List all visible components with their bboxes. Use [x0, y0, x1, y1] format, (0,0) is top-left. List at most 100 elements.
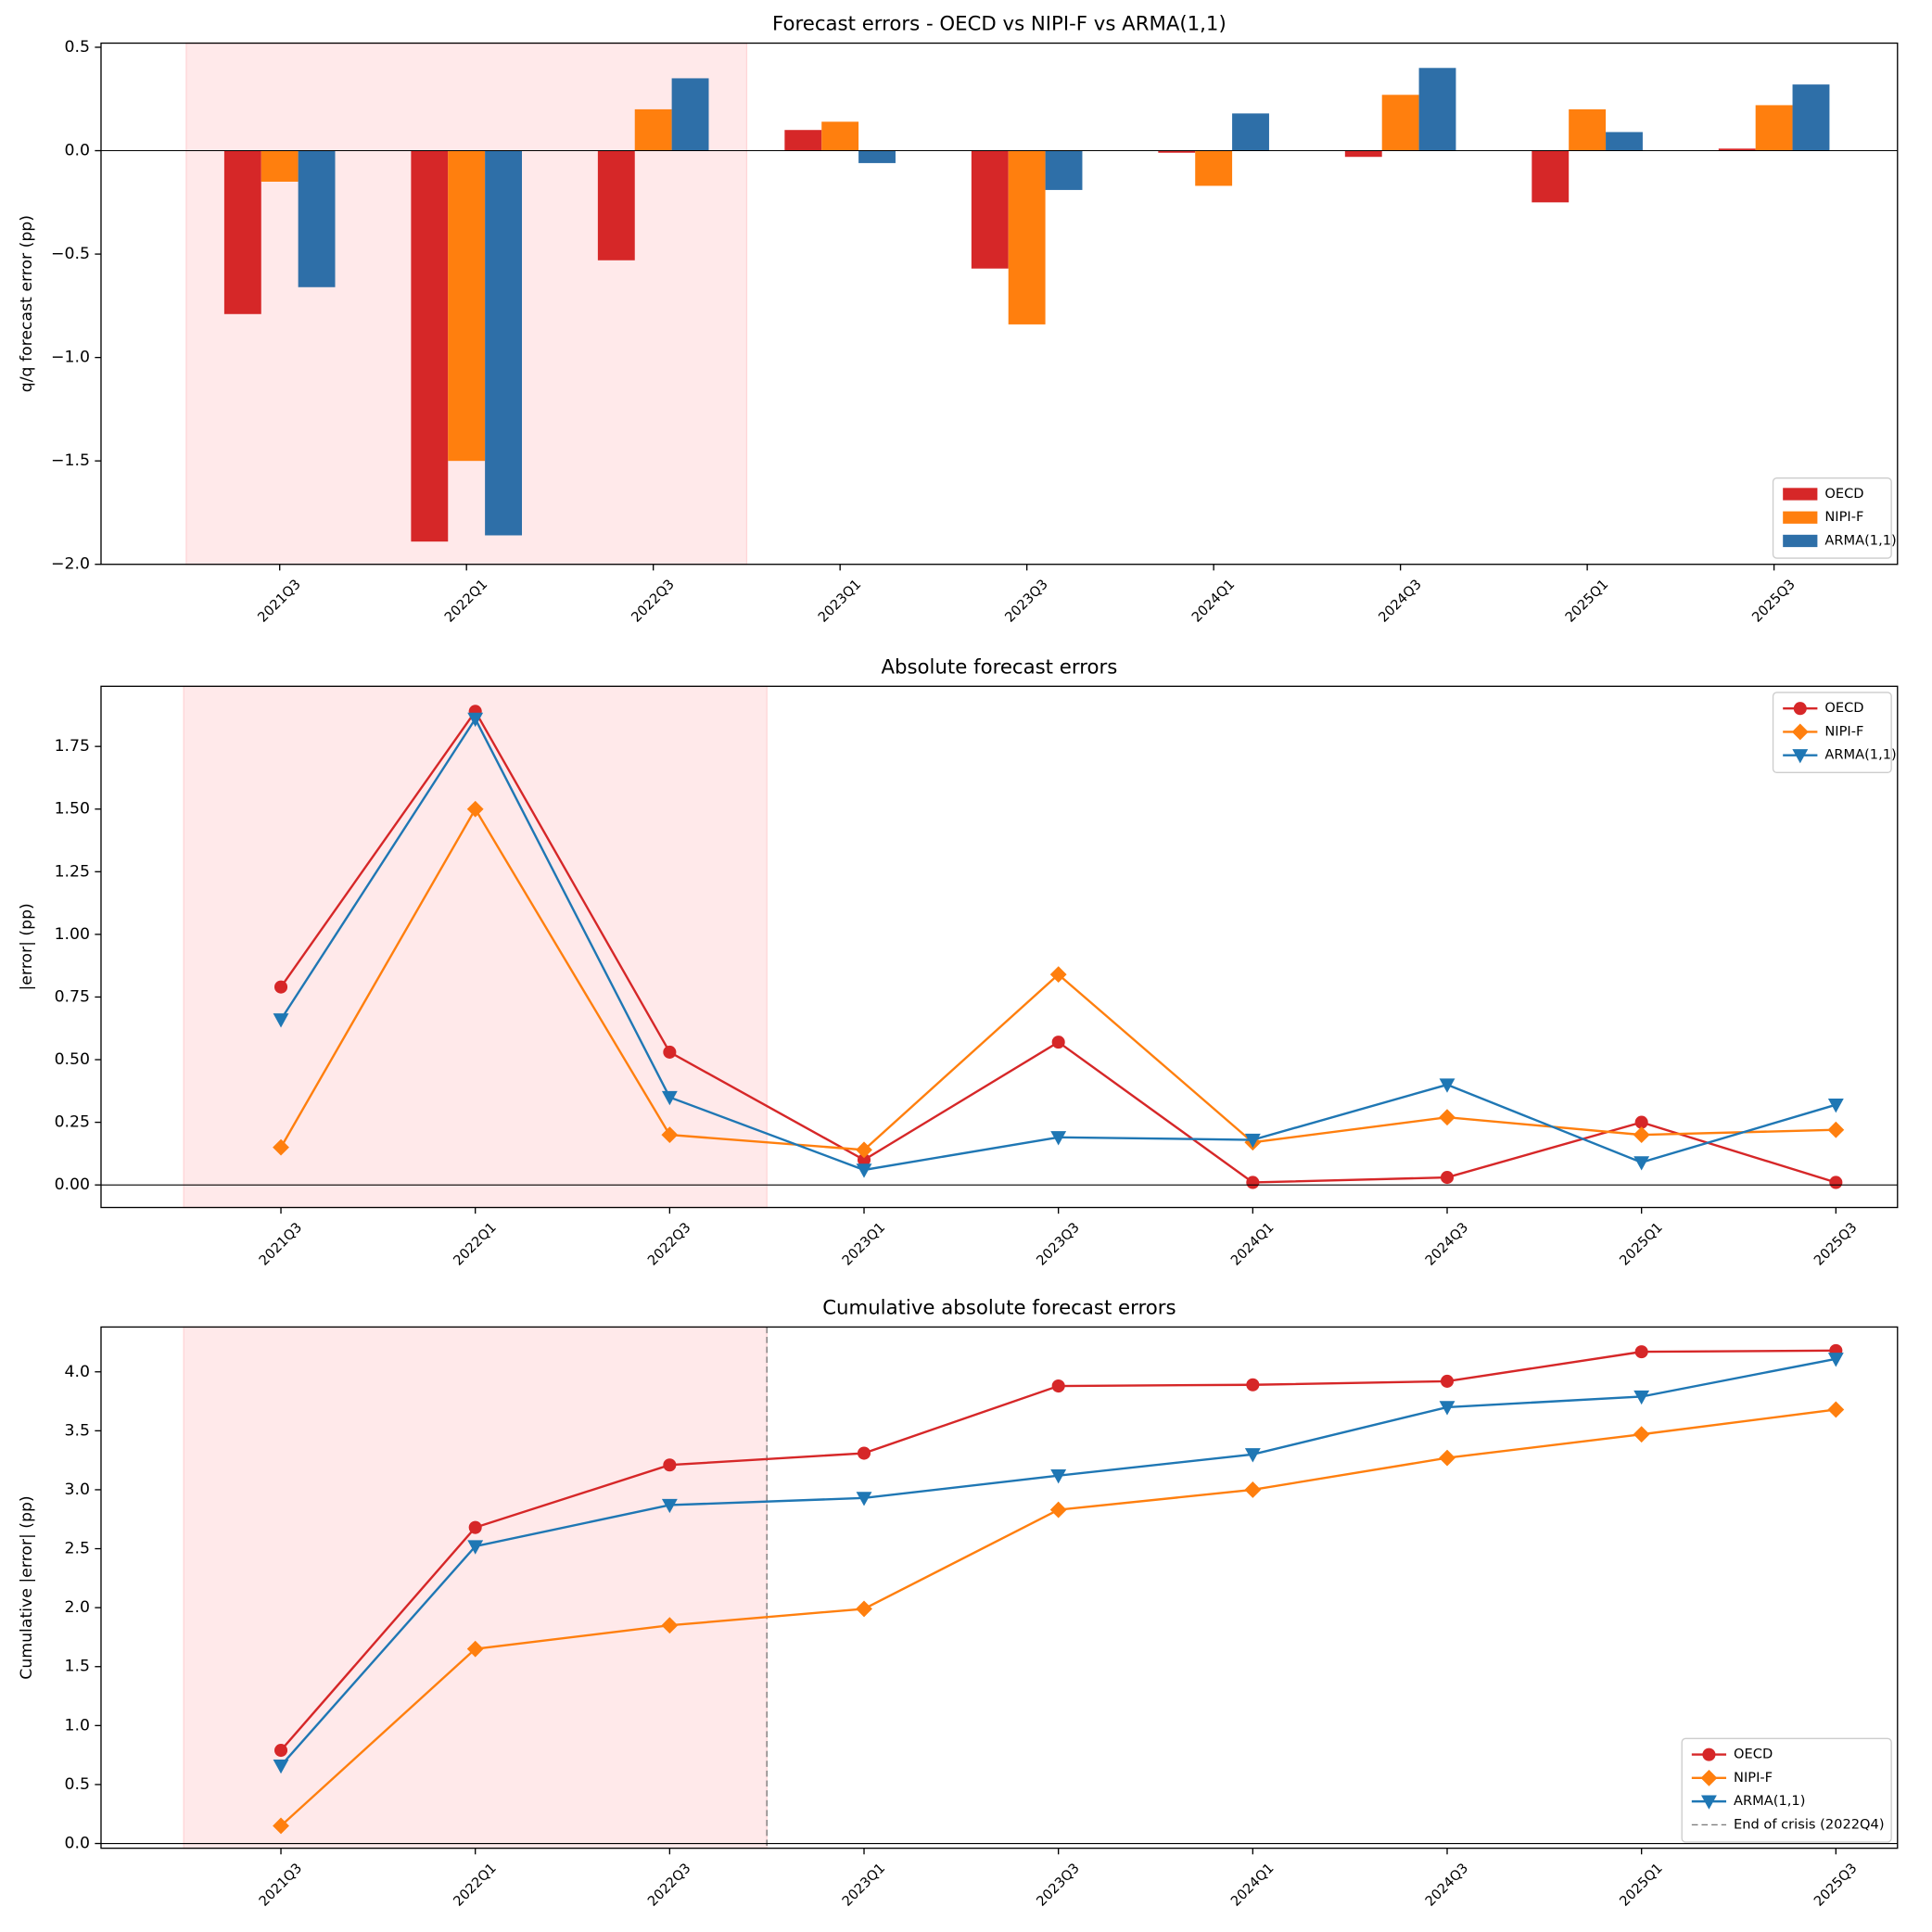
- legend-label: NIPI-F: [1824, 509, 1863, 525]
- point: [1439, 1401, 1455, 1416]
- point: [1440, 1171, 1455, 1185]
- legend-label: ARMA(1,1): [1824, 532, 1896, 548]
- point: [661, 1498, 678, 1514]
- chart-title: Absolute forecast errors: [881, 655, 1117, 679]
- legend-label: NIPI-F: [1734, 1770, 1773, 1786]
- point: [1049, 966, 1067, 984]
- point: [1829, 1176, 1843, 1189]
- legend-label: End of crisis (2022Q4): [1734, 1816, 1885, 1832]
- bar: [223, 150, 261, 314]
- point: [1246, 1378, 1260, 1392]
- bar: [1792, 84, 1830, 151]
- point: [466, 800, 484, 818]
- bar: [971, 150, 1009, 269]
- legend-label: OECD: [1734, 1747, 1773, 1762]
- y-axis-label: Cumulative |error| (pp): [18, 1495, 36, 1679]
- point: [1439, 1109, 1455, 1126]
- bar: [1418, 68, 1456, 151]
- crisis-shade: [183, 685, 768, 1209]
- point: [663, 1458, 677, 1472]
- point: [1634, 1345, 1648, 1359]
- point: [273, 1817, 289, 1835]
- bar: [1381, 95, 1419, 151]
- y-tick-label: 2.5: [65, 1540, 90, 1558]
- y-tick-label: 0.5: [65, 38, 90, 57]
- point: [1827, 1353, 1844, 1367]
- point: [273, 1759, 289, 1774]
- bar: [1718, 148, 1756, 151]
- y-tick-label: 0.5: [65, 1775, 90, 1794]
- point: [856, 1141, 872, 1159]
- y-tick-label: −2.0: [51, 555, 90, 574]
- bar: [1008, 150, 1046, 324]
- point: [1050, 1469, 1067, 1484]
- y-tick-label: 0.50: [55, 1050, 90, 1069]
- point: [1051, 1379, 1065, 1393]
- point: [273, 1013, 289, 1028]
- point: [467, 712, 484, 728]
- point: [1051, 1036, 1065, 1049]
- point: [661, 1090, 678, 1106]
- legend-marker: [1793, 702, 1807, 716]
- point: [1827, 1401, 1845, 1418]
- bar: [597, 150, 635, 261]
- bar: [1532, 150, 1570, 203]
- y-tick-label: 0.25: [55, 1113, 90, 1132]
- point: [857, 1446, 871, 1460]
- point: [856, 1163, 872, 1178]
- legend-label: ARMA(1,1): [1824, 747, 1896, 763]
- y-tick-label: 1.75: [55, 737, 90, 756]
- bar: [485, 150, 522, 536]
- bar: [821, 121, 859, 151]
- legend-key: [1783, 511, 1818, 524]
- point: [1244, 1133, 1261, 1149]
- y-tick-label: 1.00: [55, 925, 90, 944]
- chart-title: Cumulative absolute forecast errors: [822, 1296, 1176, 1319]
- point: [663, 1045, 677, 1059]
- y-tick-label: 0.0: [65, 142, 90, 160]
- point: [1634, 1115, 1648, 1129]
- point: [467, 1540, 484, 1555]
- point: [1827, 1099, 1844, 1113]
- bar: [784, 130, 822, 151]
- point: [1440, 1374, 1455, 1388]
- y-axis-label: |error| (pp): [18, 903, 36, 990]
- y-tick-label: 1.50: [55, 800, 90, 819]
- bar: [1195, 150, 1233, 186]
- bar: [1158, 150, 1196, 153]
- bar: [858, 150, 896, 163]
- y-tick-label: 4.0: [65, 1363, 90, 1381]
- bar: [1232, 113, 1269, 151]
- point: [856, 1600, 872, 1618]
- legend-marker: [1702, 1748, 1716, 1761]
- legend-key: [1783, 534, 1818, 548]
- bar: [448, 150, 486, 462]
- y-tick-label: −1.5: [51, 451, 90, 470]
- point: [1633, 1426, 1650, 1443]
- y-tick-label: 0.00: [55, 1176, 90, 1194]
- legend-marker: [1791, 723, 1809, 741]
- point: [1049, 1501, 1067, 1519]
- point: [661, 1617, 679, 1634]
- legend-label: ARMA(1,1): [1734, 1793, 1805, 1809]
- legend-marker: [1792, 749, 1809, 764]
- y-tick-label: 3.5: [65, 1421, 90, 1440]
- point: [1633, 1156, 1650, 1171]
- point: [1050, 1131, 1067, 1146]
- plot-frame: [100, 42, 1899, 566]
- legend-key: [1783, 488, 1818, 501]
- y-tick-label: 3.0: [65, 1481, 90, 1499]
- bar: [1344, 150, 1382, 158]
- y-tick-label: 0.0: [65, 1835, 90, 1853]
- point: [1244, 1448, 1261, 1463]
- y-tick-label: −0.5: [51, 245, 90, 263]
- chart-title: Forecast errors - OECD vs NIPI-F vs ARMA…: [772, 13, 1227, 36]
- plot-frame: [100, 685, 1899, 1209]
- bar: [1606, 132, 1643, 151]
- plot-frame: [100, 1326, 1899, 1849]
- point: [273, 1138, 289, 1156]
- point: [661, 1126, 679, 1144]
- bar: [261, 150, 299, 182]
